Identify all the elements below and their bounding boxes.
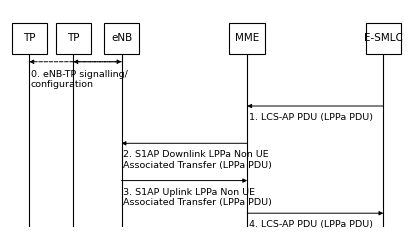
Text: 2. S1AP Downlink LPPa Non UE
Associated Transfer (LPPa PDU): 2. S1AP Downlink LPPa Non UE Associated …: [123, 150, 272, 170]
Text: TP: TP: [23, 34, 36, 43]
Text: 0. eNB-TP signalling/
configuration: 0. eNB-TP signalling/ configuration: [31, 70, 127, 89]
Bar: [12, 23, 47, 54]
Text: eNB: eNB: [111, 34, 132, 43]
Bar: [230, 23, 265, 54]
Bar: [366, 23, 401, 54]
Text: TP: TP: [67, 34, 80, 43]
Bar: [55, 23, 91, 54]
Text: 4. LCS-AP PDU (LPPa PDU): 4. LCS-AP PDU (LPPa PDU): [249, 220, 373, 229]
Bar: [103, 23, 139, 54]
Text: 1. LCS-AP PDU (LPPa PDU): 1. LCS-AP PDU (LPPa PDU): [249, 113, 373, 122]
Text: MME: MME: [235, 34, 259, 43]
Text: 3. S1AP Uplink LPPa Non UE
Associated Transfer (LPPa PDU): 3. S1AP Uplink LPPa Non UE Associated Tr…: [123, 188, 272, 207]
Text: E-SMLC: E-SMLC: [364, 34, 403, 43]
